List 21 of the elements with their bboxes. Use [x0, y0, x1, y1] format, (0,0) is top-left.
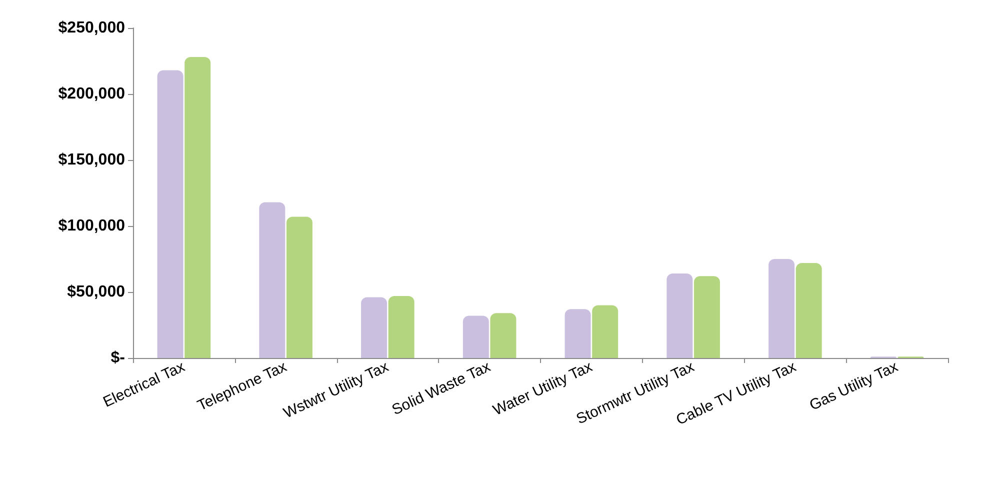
y-tick-label: $200,000 [58, 86, 126, 102]
bar [286, 216, 312, 358]
bar [184, 57, 211, 358]
bar [259, 202, 286, 358]
bar [592, 305, 618, 358]
bar [157, 70, 184, 358]
y-tick-label: $50,000 [67, 284, 126, 300]
bar [768, 259, 795, 358]
bar [564, 309, 591, 358]
y-tick-label: $100,000 [58, 218, 126, 234]
y-tick-label: $150,000 [58, 152, 126, 168]
bar [361, 297, 388, 358]
bar [462, 316, 489, 358]
bar [694, 276, 720, 358]
bar [666, 274, 693, 358]
y-tick-label: $- [110, 350, 125, 366]
bar [796, 262, 822, 358]
bar [490, 313, 516, 358]
y-tick-label: $250,000 [58, 20, 126, 36]
bar [388, 296, 414, 358]
x-tick-label: Gas Utility Tax [806, 358, 902, 414]
